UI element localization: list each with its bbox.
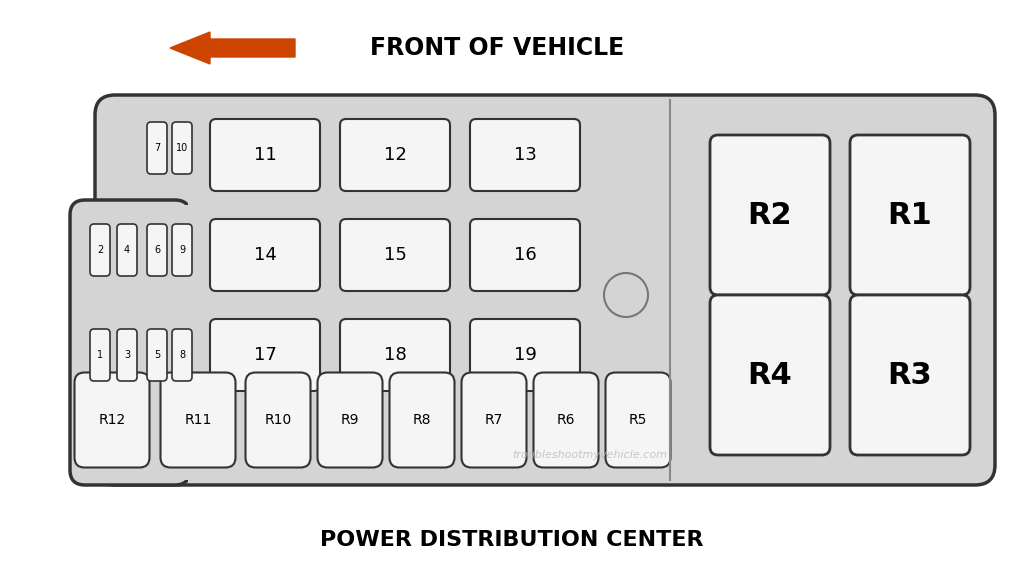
- FancyBboxPatch shape: [710, 135, 830, 295]
- Text: 12: 12: [384, 146, 407, 164]
- Text: 2: 2: [97, 245, 103, 255]
- Text: R1: R1: [888, 200, 933, 229]
- FancyBboxPatch shape: [317, 373, 383, 468]
- Text: 10: 10: [176, 143, 188, 153]
- Text: 8: 8: [179, 350, 185, 360]
- Text: R2: R2: [748, 200, 793, 229]
- Text: R9: R9: [341, 413, 359, 427]
- FancyBboxPatch shape: [340, 219, 450, 291]
- FancyBboxPatch shape: [850, 295, 970, 455]
- FancyBboxPatch shape: [605, 373, 671, 468]
- FancyBboxPatch shape: [172, 224, 193, 276]
- Text: 6: 6: [154, 245, 160, 255]
- FancyBboxPatch shape: [147, 224, 167, 276]
- FancyBboxPatch shape: [210, 219, 319, 291]
- Text: R8: R8: [413, 413, 431, 427]
- FancyBboxPatch shape: [147, 329, 167, 381]
- Text: R4: R4: [748, 361, 793, 389]
- FancyBboxPatch shape: [850, 135, 970, 295]
- FancyBboxPatch shape: [95, 95, 995, 485]
- Text: R6: R6: [557, 413, 575, 427]
- Text: 3: 3: [124, 350, 130, 360]
- FancyBboxPatch shape: [534, 373, 598, 468]
- FancyBboxPatch shape: [340, 319, 450, 391]
- Text: 14: 14: [254, 246, 276, 264]
- Text: 15: 15: [384, 246, 407, 264]
- Text: 16: 16: [514, 246, 537, 264]
- FancyBboxPatch shape: [470, 119, 580, 191]
- FancyBboxPatch shape: [470, 319, 580, 391]
- FancyArrow shape: [170, 32, 295, 64]
- Text: R12: R12: [98, 413, 126, 427]
- FancyBboxPatch shape: [246, 373, 310, 468]
- FancyBboxPatch shape: [70, 200, 190, 485]
- FancyBboxPatch shape: [710, 295, 830, 455]
- Text: R10: R10: [264, 413, 292, 427]
- Text: R11: R11: [184, 413, 212, 427]
- Text: 7: 7: [154, 143, 160, 153]
- FancyBboxPatch shape: [117, 329, 137, 381]
- FancyBboxPatch shape: [210, 319, 319, 391]
- Text: R5: R5: [629, 413, 647, 427]
- Text: troubleshootmyvehicle.com: troubleshootmyvehicle.com: [512, 450, 668, 460]
- FancyBboxPatch shape: [90, 329, 110, 381]
- FancyBboxPatch shape: [470, 219, 580, 291]
- FancyBboxPatch shape: [172, 329, 193, 381]
- Text: 1: 1: [97, 350, 103, 360]
- Text: POWER DISTRIBUTION CENTER: POWER DISTRIBUTION CENTER: [321, 530, 703, 550]
- Text: FRONT OF VEHICLE: FRONT OF VEHICLE: [370, 36, 625, 60]
- Text: 17: 17: [254, 346, 276, 364]
- Bar: [188, 202, 193, 483]
- Text: 5: 5: [154, 350, 160, 360]
- Text: 13: 13: [514, 146, 537, 164]
- FancyBboxPatch shape: [117, 224, 137, 276]
- FancyBboxPatch shape: [389, 373, 455, 468]
- Text: 19: 19: [514, 346, 537, 364]
- FancyBboxPatch shape: [462, 373, 526, 468]
- FancyBboxPatch shape: [172, 122, 193, 174]
- Text: R7: R7: [484, 413, 503, 427]
- FancyBboxPatch shape: [75, 373, 150, 468]
- Bar: [185, 205, 195, 480]
- FancyBboxPatch shape: [90, 224, 110, 276]
- FancyBboxPatch shape: [210, 119, 319, 191]
- Text: 11: 11: [254, 146, 276, 164]
- Text: 9: 9: [179, 245, 185, 255]
- Text: 18: 18: [384, 346, 407, 364]
- FancyBboxPatch shape: [340, 119, 450, 191]
- Text: 4: 4: [124, 245, 130, 255]
- FancyBboxPatch shape: [161, 373, 236, 468]
- FancyBboxPatch shape: [147, 122, 167, 174]
- Text: R3: R3: [888, 361, 932, 389]
